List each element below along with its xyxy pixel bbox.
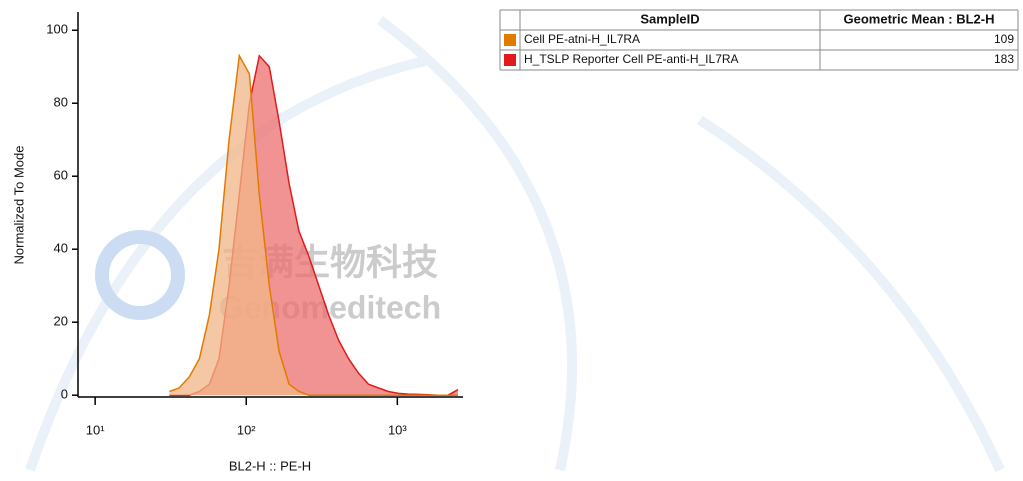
legend-swatch [504, 54, 516, 66]
y-tick-label: 80 [54, 95, 68, 110]
watermark-stroke [376, 16, 577, 472]
y-tick-label: 20 [54, 314, 68, 329]
y-tick-label: 60 [54, 168, 68, 183]
watermark-stroke [697, 115, 1005, 473]
table-header: Geometric Mean : BL2-H [844, 11, 995, 26]
y-tick-label: 100 [46, 22, 68, 37]
x-axis-label: BL2-H :: PE-H [229, 458, 311, 473]
watermark-stroke [25, 55, 432, 472]
x-tick-label: 10¹ [86, 422, 105, 437]
table-cell: Cell PE-atni-H_IL7RA [524, 32, 640, 46]
table-header: SampleID [640, 11, 699, 26]
area-line [169, 53, 458, 396]
area-fill [169, 55, 459, 396]
table-cell: H_TSLP Reporter Cell PE-anti-H_IL7RA [524, 52, 739, 66]
table-cell: 183 [994, 52, 1014, 66]
x-tick-label: 10³ [388, 422, 407, 437]
plot-area: 0 20 40 60 80 100 10¹ 10² 10³ [46, 12, 463, 437]
y-axis-label: Normalized To Mode [11, 146, 26, 265]
y-tick-label: 40 [54, 241, 68, 256]
x-tick-label: 10² [237, 422, 256, 437]
legend-swatch [504, 34, 516, 46]
y-tick-label: 0 [61, 387, 68, 402]
watermark-logo [95, 230, 185, 320]
table: SampleID Geometric Mean : BL2-H Cell PE-at… [499, 9, 1019, 71]
table-cell: 109 [994, 32, 1014, 46]
watermark: 吉满生物科技 Genomeditech [25, 16, 1005, 473]
